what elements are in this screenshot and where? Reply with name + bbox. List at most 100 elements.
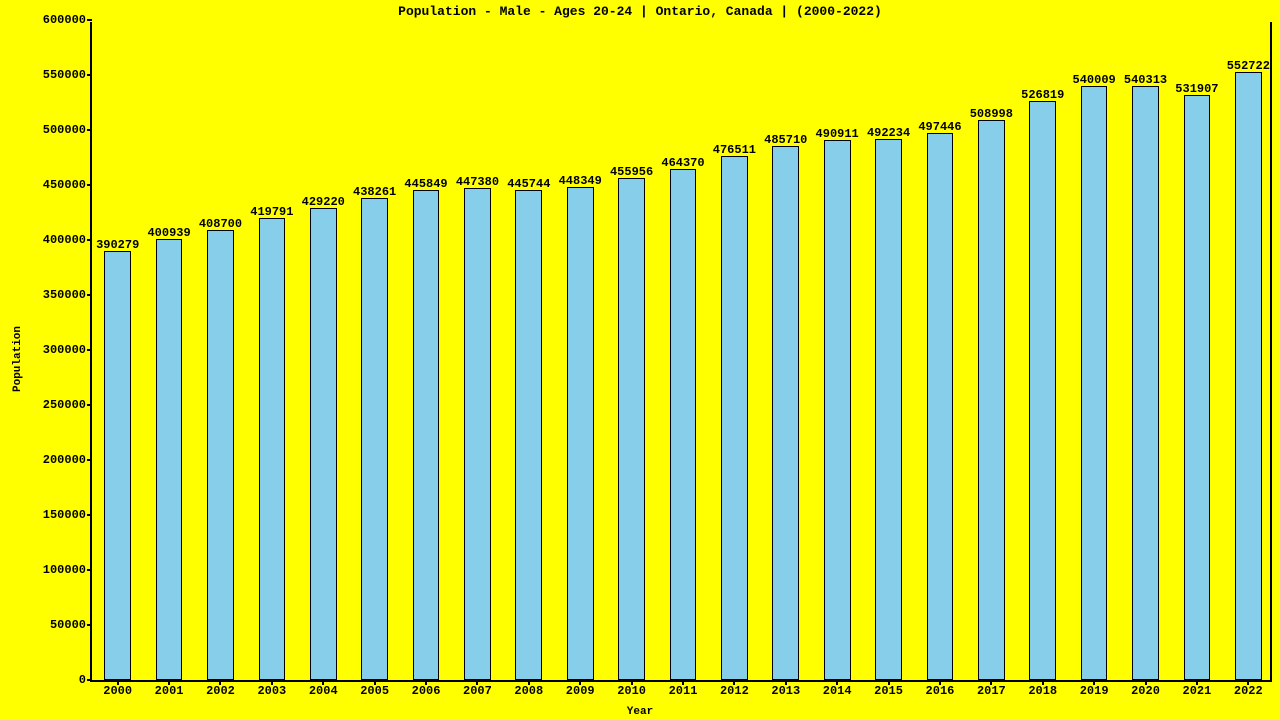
bar: 476511 (721, 156, 748, 680)
x-tick-label: 2005 (360, 684, 389, 698)
x-tick-label: 2010 (617, 684, 646, 698)
bar: 490911 (824, 140, 851, 680)
bar-value-label: 540313 (1124, 73, 1167, 87)
x-tick-label: 2022 (1234, 684, 1263, 698)
bar: 485710 (772, 146, 799, 680)
x-tick-mark (939, 680, 941, 685)
bar-value-label: 390279 (96, 238, 139, 252)
y-tick-mark (87, 459, 92, 461)
x-axis-label: Year (0, 706, 1280, 718)
bar-value-label: 448349 (559, 174, 602, 188)
y-tick-mark (87, 239, 92, 241)
bar-value-label: 419791 (250, 205, 293, 219)
bar: 447380 (464, 188, 491, 680)
x-tick-label: 2008 (514, 684, 543, 698)
bar-value-label: 445744 (507, 177, 550, 191)
x-tick-label: 2006 (412, 684, 441, 698)
bar: 492234 (875, 139, 902, 680)
x-tick-mark (785, 680, 787, 685)
y-tick-label: 300000 (43, 343, 86, 357)
x-tick-mark (836, 680, 838, 685)
x-tick-mark (168, 680, 170, 685)
y-tick-label: 400000 (43, 233, 86, 247)
x-tick-mark (425, 680, 427, 685)
chart-title: Population - Male - Ages 20-24 | Ontario… (0, 4, 1280, 19)
bar: 531907 (1184, 95, 1211, 680)
y-tick-label: 600000 (43, 13, 86, 27)
x-tick-mark (117, 680, 119, 685)
bar-value-label: 455956 (610, 165, 653, 179)
bar-value-label: 540009 (1073, 73, 1116, 87)
x-tick-label: 2012 (720, 684, 749, 698)
bar-value-label: 429220 (302, 195, 345, 209)
x-tick-label: 2003 (257, 684, 286, 698)
bar-value-label: 490911 (816, 127, 859, 141)
x-tick-label: 2007 (463, 684, 492, 698)
x-tick-mark (271, 680, 273, 685)
y-tick-mark (87, 294, 92, 296)
y-tick-mark (87, 74, 92, 76)
y-tick-label: 200000 (43, 453, 86, 467)
y-tick-label: 150000 (43, 508, 86, 522)
x-tick-label: 2018 (1028, 684, 1057, 698)
y-tick-label: 0 (79, 673, 86, 687)
x-tick-mark (1093, 680, 1095, 685)
x-tick-label: 2016 (926, 684, 955, 698)
x-tick-label: 2021 (1183, 684, 1212, 698)
bar-value-label: 476511 (713, 143, 756, 157)
bar: 408700 (207, 230, 234, 680)
y-tick-mark (87, 514, 92, 516)
bars-container: 390279 400939 408700 419791 429220 438261 4458… (92, 22, 1270, 680)
y-tick-mark (87, 19, 92, 21)
bar: 445849 (413, 190, 440, 680)
x-tick-label: 2014 (823, 684, 852, 698)
bar-value-label: 438261 (353, 185, 396, 199)
bar: 540009 (1081, 86, 1108, 680)
y-tick-label: 350000 (43, 288, 86, 302)
x-tick-mark (528, 680, 530, 685)
bar: 400939 (156, 239, 183, 680)
bar: 526819 (1029, 101, 1056, 681)
y-tick-mark (87, 129, 92, 131)
bar-value-label: 408700 (199, 217, 242, 231)
x-tick-mark (476, 680, 478, 685)
bar-value-label: 497446 (918, 120, 961, 134)
x-tick-mark (1145, 680, 1147, 685)
plot-area: 390279 400939 408700 419791 429220 438261 4458… (90, 22, 1272, 682)
y-tick-mark (87, 184, 92, 186)
bar: 508998 (978, 120, 1005, 680)
bar: 455956 (618, 178, 645, 680)
x-tick-label: 2009 (566, 684, 595, 698)
y-tick-label: 100000 (43, 563, 86, 577)
bar-value-label: 526819 (1021, 88, 1064, 102)
bar-value-label: 400939 (147, 226, 190, 240)
bar: 438261 (361, 198, 388, 680)
x-tick-mark (682, 680, 684, 685)
y-tick-mark (87, 349, 92, 351)
y-tick-label: 250000 (43, 398, 86, 412)
x-tick-mark (1042, 680, 1044, 685)
bar: 464370 (670, 169, 697, 680)
bar-value-label: 531907 (1175, 82, 1218, 96)
x-tick-mark (631, 680, 633, 685)
x-tick-label: 2013 (771, 684, 800, 698)
bar: 419791 (259, 218, 286, 680)
y-tick-mark (87, 569, 92, 571)
x-tick-label: 2000 (103, 684, 132, 698)
bar: 390279 (104, 251, 131, 680)
bar: 497446 (927, 133, 954, 680)
x-tick-mark (1247, 680, 1249, 685)
y-axis-label: Population (12, 326, 24, 392)
y-tick-label: 550000 (43, 68, 86, 82)
bar-value-label: 492234 (867, 126, 910, 140)
bar: 445744 (515, 190, 542, 680)
x-tick-mark (374, 680, 376, 685)
bar-value-label: 552722 (1227, 59, 1270, 73)
x-tick-mark (219, 680, 221, 685)
bar-value-label: 464370 (661, 156, 704, 170)
chart-wrapper: Population - Male - Ages 20-24 | Ontario… (0, 0, 1280, 720)
x-tick-label: 2015 (874, 684, 903, 698)
bar-value-label: 445849 (404, 177, 447, 191)
y-tick-mark (87, 404, 92, 406)
bar: 540313 (1132, 86, 1159, 680)
